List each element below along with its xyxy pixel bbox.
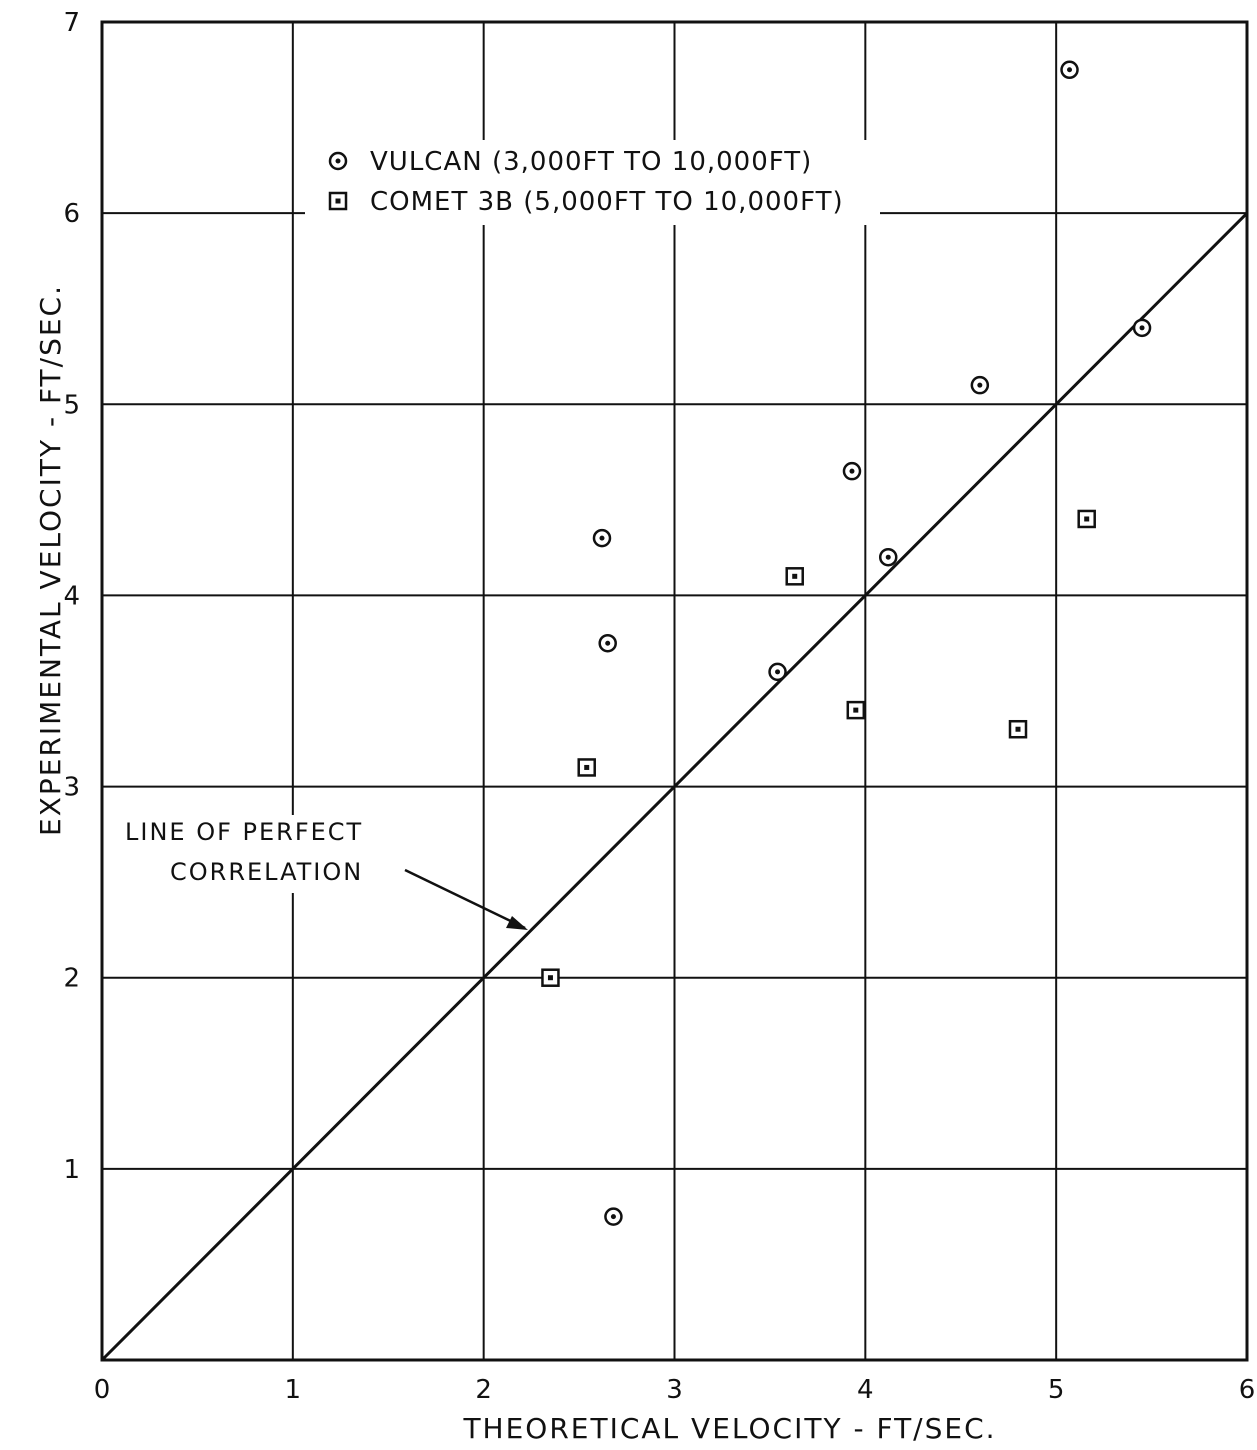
legend-label-comet: COMET 3B (5,000FT TO 10,000FT) [370,187,844,217]
marker-dot [547,975,553,981]
point-vulcan [592,528,612,548]
legend: VULCAN (3,000FT TO 10,000FT) COMET 3B (5… [328,147,844,217]
point-vulcan [1060,60,1079,80]
x-tick-label: 4 [857,1375,874,1405]
legend-marker-circle [328,151,348,171]
y-tick-label: 1 [63,1155,80,1185]
marker-dot [335,158,341,164]
x-tick-label: 3 [666,1375,683,1405]
marker-dot [584,764,590,770]
y-tick-label: 6 [63,199,80,229]
marker-dot [977,382,983,388]
x-tick-label: 1 [285,1375,302,1405]
annotation: LINE OF PERFECT CORRELATION [125,818,528,930]
marker-dot [885,554,891,560]
marker-dot [853,707,859,713]
point-vulcan [604,1207,623,1226]
point-comet [1008,719,1028,739]
legend-item-vulcan: VULCAN (3,000FT TO 10,000FT) [328,147,812,177]
marker-dot [775,669,781,675]
point-comet [785,567,804,586]
plot-border [100,20,1249,1362]
reference-line [100,212,1249,1362]
x-tick-label: 2 [475,1375,492,1405]
point-vulcan [768,662,787,682]
y-tick-label: 7 [63,8,80,38]
marker-dot [605,640,611,646]
plot-frame [100,20,1249,1362]
y-axis-label: EXPERIMENTAL VELOCITY - FT/SEC. [34,284,67,836]
marker-dot [1084,516,1090,522]
point-vulcan [1132,318,1152,338]
annotation-background [118,815,453,893]
y-tick-label: 2 [63,964,80,994]
marker-dot [610,1214,616,1220]
marker-dot [1139,325,1145,331]
point-vulcan [598,633,617,653]
legend-square-symbol [328,191,348,211]
point-comet [846,700,866,720]
marker-dot [599,535,605,541]
point-comet [577,758,596,777]
tick-labels: 0 1 2 3 4 5 6 1 2 3 4 5 6 7 [63,8,1255,1405]
point-vulcan [970,375,990,395]
point-comet [1077,509,1096,529]
y-tick-label: 4 [63,581,80,611]
data-marks [541,60,1152,1226]
annotation-arrow [404,868,526,930]
x-axis-label: THEORETICAL VELOCITY - FT/SEC. [462,1412,996,1445]
y-tick-label: 3 [63,773,80,803]
annotation-line2: CORRELATION [170,858,363,886]
x-tick-label: 0 [94,1375,111,1405]
legend-marker-square [328,191,348,211]
annotation-line1: LINE OF PERFECT [125,818,363,846]
legend-item-comet: COMET 3B (5,000FT TO 10,000FT) [328,187,844,217]
marker-dot [335,198,341,204]
marker-dot [1015,726,1021,732]
legend-label-vulcan: VULCAN (3,000FT TO 10,000FT) [370,147,812,177]
legend-background [305,140,880,225]
reference-line-group [100,212,1249,1362]
annotation-arrowhead [506,916,528,930]
point-vulcan [842,461,862,481]
point-comet [541,968,560,987]
y-tick-label: 5 [63,390,80,420]
x-tick-label: 5 [1048,1375,1065,1405]
marker-dot [849,468,855,474]
legend-circle-symbol [328,151,348,171]
marker-dot [1067,67,1073,73]
marker-dot [792,573,798,579]
point-vulcan [878,547,898,567]
x-tick-label: 6 [1239,1375,1256,1405]
